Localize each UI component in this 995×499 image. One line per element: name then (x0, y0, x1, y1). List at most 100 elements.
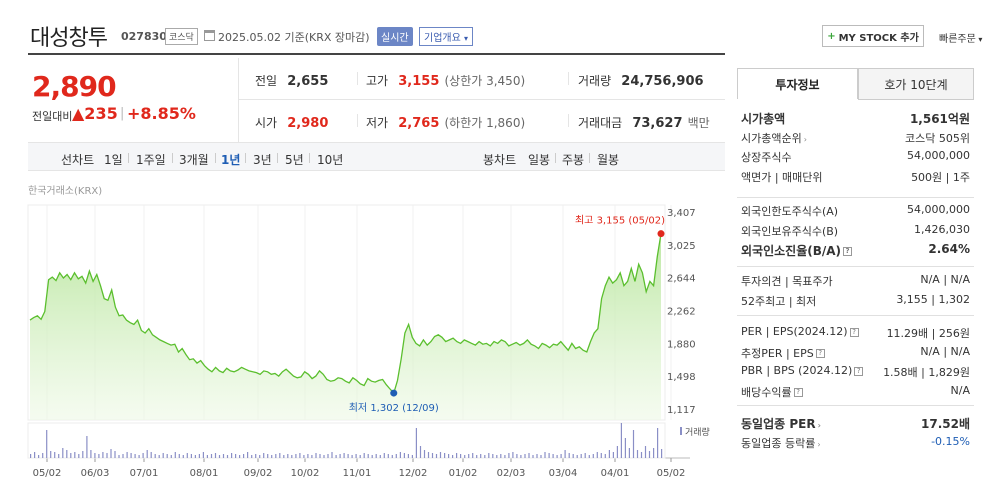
volume-bar (146, 450, 148, 458)
volume-bar (347, 454, 349, 458)
volume-frame (27, 422, 666, 459)
volume-bar (632, 430, 635, 458)
candle-weekly[interactable]: 주봉 (562, 153, 585, 167)
volume-bar (90, 450, 92, 458)
divider (309, 153, 310, 163)
volume-bar (30, 454, 32, 458)
info-row-value: 54,000,000 (907, 203, 970, 216)
price-chart[interactable]: 3,407 3,025 2,644 2,262 1,880 1,498 1,117 05/0… (0, 195, 725, 485)
volume-bar (355, 454, 357, 458)
help-icon[interactable]: ? (854, 366, 864, 376)
low-marker (390, 389, 398, 397)
info-row-value: 1.58배 | 1,829원 (883, 366, 970, 379)
x-tick-label: 02/03 (497, 468, 526, 479)
volume-bar (456, 453, 458, 458)
chevron-right-icon[interactable]: › (803, 134, 807, 144)
help-icon[interactable]: ? (849, 327, 859, 337)
divider (357, 114, 358, 127)
volume-bar (335, 455, 337, 458)
tab-invest-info[interactable]: 투자정보 (737, 68, 858, 100)
divider (555, 153, 556, 163)
candle-daily[interactable]: 일봉 (528, 153, 551, 167)
mystock-label: MY STOCK 추가 (838, 32, 919, 44)
volume-bar (472, 453, 474, 458)
volume-bar (86, 436, 88, 458)
panel-divider (737, 197, 974, 198)
y-tick-label: 3,407 (667, 208, 696, 219)
volume-bar (636, 450, 639, 458)
volume-bar (427, 452, 430, 458)
price-change: ▲235 (72, 104, 118, 123)
trade-amount: 거래대금 73,627 백만 (578, 112, 710, 131)
realtime-button[interactable]: 실시간 (377, 27, 413, 46)
candle-monthly[interactable]: 월봉 (597, 153, 620, 167)
info-row-label: 시가총액순위 › (741, 130, 807, 146)
volume-bar (106, 453, 108, 458)
divider (245, 153, 246, 163)
help-icon[interactable]: ? (843, 247, 853, 256)
volume-bar (182, 455, 184, 458)
volume-bar (78, 454, 80, 458)
volume-bar (540, 455, 542, 458)
period-1y[interactable]: 1년 (221, 153, 241, 167)
volume-bar (640, 452, 643, 458)
volume-bar (42, 453, 44, 458)
volume-bar (82, 451, 84, 458)
quick-order-button[interactable]: 빠른주문 ▾ (939, 30, 982, 45)
volume-bar (592, 454, 594, 458)
company-overview-dropdown[interactable]: 기업개요 ▾ (419, 27, 474, 46)
candle-chart-label: 봉차트 (483, 153, 517, 167)
chevron-right-icon[interactable]: › (817, 421, 821, 430)
period-1w[interactable]: 1주일 (136, 153, 166, 167)
period-10y[interactable]: 10년 (317, 153, 344, 167)
volume-bar (271, 455, 273, 458)
volume-bar (222, 454, 225, 458)
x-axis-ticks: 05/02 06/03 07/01 08/01 09/02 10/02 11/01 12/02… (28, 457, 690, 479)
volume-bar (596, 452, 598, 458)
open-value: 2,980 (287, 116, 329, 131)
period-5y[interactable]: 5년 (285, 153, 304, 167)
add-mystock-button[interactable]: + MY STOCK 추가 (822, 25, 924, 47)
help-icon[interactable]: ? (793, 388, 803, 397)
volume-bar (435, 454, 438, 458)
low-label: 최저 1,302 (12/09) (349, 402, 439, 414)
period-1d[interactable]: 1일 (104, 153, 123, 167)
lower-limit: (하한가 1,860) (444, 116, 526, 130)
volume-bar (363, 453, 365, 458)
x-tick-label: 07/01 (130, 468, 159, 479)
x-tick-label: 12/02 (399, 468, 428, 479)
volume-bar (484, 455, 486, 458)
volume-bar (439, 452, 442, 458)
price-change-percent: +8.85% (127, 104, 196, 123)
period-3y[interactable]: 3년 (253, 153, 272, 167)
chevron-right-icon[interactable]: › (817, 439, 821, 449)
volume-bar (295, 454, 297, 458)
info-row-value: 2.64% (928, 242, 970, 256)
volume-bar (395, 454, 397, 458)
volume-bar (512, 452, 514, 458)
volume-bar (198, 454, 200, 458)
volume-bar (142, 453, 144, 458)
volume-bar (323, 455, 325, 458)
y-tick-label: 2,262 (667, 307, 696, 318)
volume-bar (74, 452, 76, 458)
x-tick-label: 03/04 (549, 468, 578, 479)
info-row: 액면가 | 매매단위 500원 | 1주 (741, 169, 970, 185)
help-icon[interactable]: ? (815, 349, 825, 358)
low-label: 저가 (366, 116, 389, 130)
open-label: 시가 (255, 116, 278, 130)
info-row-value: 17.52배 (921, 417, 970, 431)
volume-bar (520, 455, 522, 458)
info-row-value: 500원 | 1주 (911, 170, 970, 184)
info-row-label-text: PBR | BPS (2024.12) (741, 364, 853, 377)
info-row: 배당수익률? N/A (741, 384, 970, 400)
volume-bar (170, 455, 172, 458)
tab-hoga-10[interactable]: 호가 10단계 (858, 68, 974, 100)
period-3m[interactable]: 3개월 (179, 153, 209, 167)
volume-bar (644, 446, 647, 458)
calendar-icon (204, 30, 215, 41)
info-row-value: 1,561억원 (909, 112, 970, 126)
volume-bar (371, 455, 373, 458)
info-row-label-text: 추정PER | EPS (741, 346, 814, 360)
volume-bar (657, 428, 659, 458)
